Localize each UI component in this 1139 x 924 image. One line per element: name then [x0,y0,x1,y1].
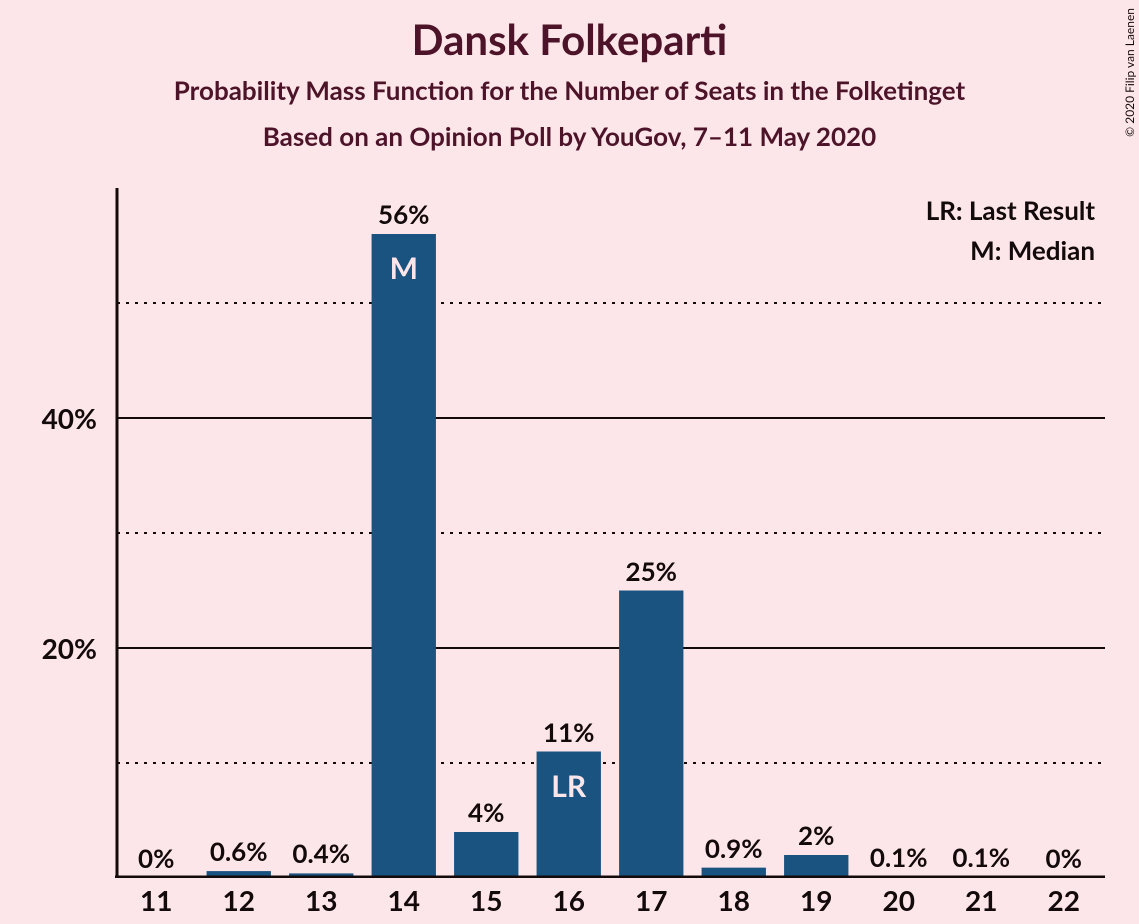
chart-title: Dansk Folkeparti [0,0,1139,64]
chart-svg [115,188,1105,878]
chart-subtitle-2: Based on an Opinion Poll by YouGov, 7–11… [0,120,1139,152]
bar-value-label: 11% [543,716,594,748]
x-axis-tick-label: 14 [388,883,420,917]
y-axis-tick-label: 40% [42,401,97,435]
copyright-label: © 2020 Filip van Laenen [1122,8,1137,137]
bar-value-label: 4% [468,796,504,828]
chart-legend: LR: Last Result M: Median [926,194,1095,274]
x-axis-tick-label: 12 [223,883,255,917]
bar-value-label: 56% [378,198,429,230]
bar-value-label: 0% [1046,842,1082,874]
bar-marker: M [390,250,418,286]
bar-value-label: 0.4% [292,837,350,869]
y-axis-tick-label: 20% [42,631,97,665]
x-axis-tick-label: 20 [883,883,915,917]
x-axis-tick-label: 11 [140,883,172,917]
x-axis-tick-label: 18 [718,883,750,917]
x-axis-tick-label: 21 [965,883,997,917]
x-axis-tick-label: 15 [470,883,502,917]
bar-value-label: 0.6% [210,835,268,867]
x-axis-tick-label: 19 [800,883,832,917]
x-axis-tick-label: 22 [1048,883,1080,917]
legend-lr: LR: Last Result [926,194,1095,226]
pmf-bar-chart: LR: Last Result M: Median 20%40%110%120.… [115,188,1105,878]
bar-value-label: 0.1% [952,841,1010,873]
x-axis-tick-label: 13 [305,883,337,917]
bar-value-label: 2% [798,819,834,851]
bar-value-label: 0.1% [870,841,928,873]
legend-m: M: Median [926,234,1095,266]
bar-value-label: 25% [626,555,677,587]
bar-marker: LR [551,768,586,804]
chart-subtitle-1: Probability Mass Function for the Number… [0,74,1139,106]
bar-value-label: 0.9% [705,832,763,864]
bar-value-label: 0% [138,842,174,874]
x-axis-tick-label: 17 [635,883,667,917]
x-axis-tick-label: 16 [553,883,585,917]
